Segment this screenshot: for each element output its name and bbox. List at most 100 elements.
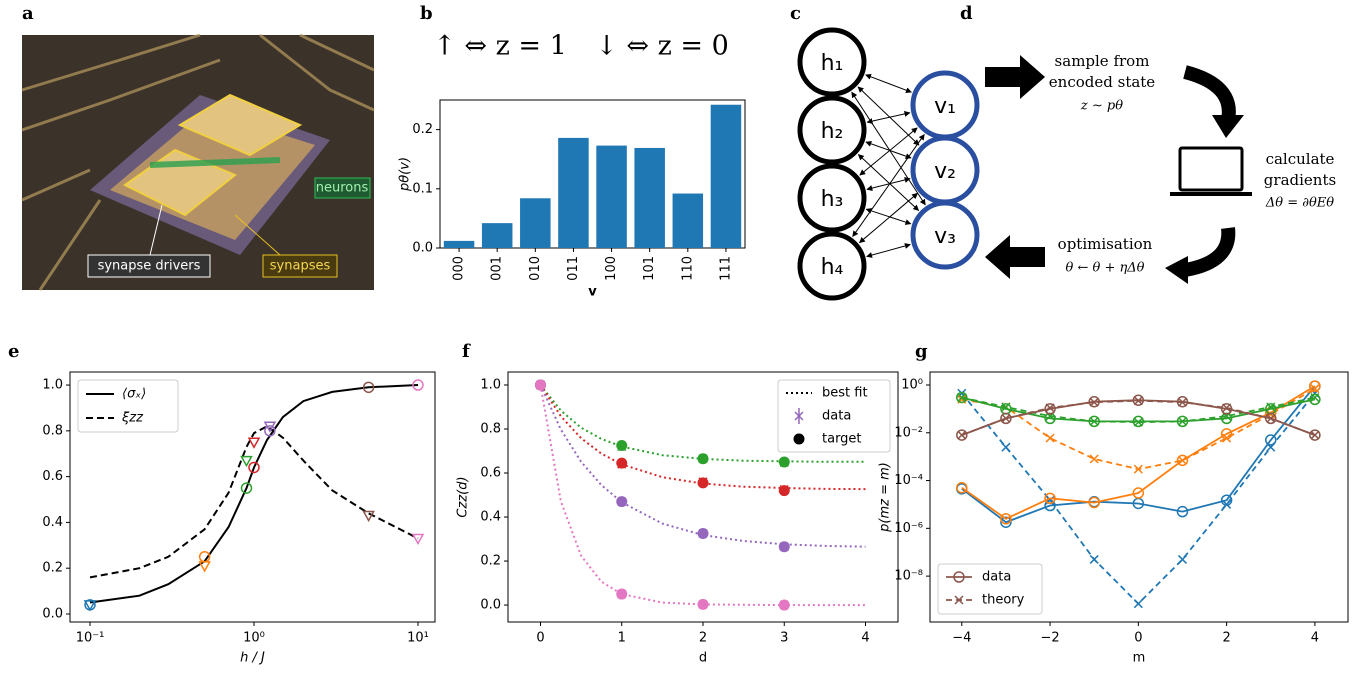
data-marker [1088,496,1100,509]
connection [866,243,911,258]
x-tick-label: 001 [490,256,505,281]
panel-label: f [462,341,471,362]
hidden-node [797,95,867,165]
theory-marker [1266,442,1276,452]
data-marker [779,600,789,610]
legend-swatch [953,571,965,583]
y-tick-label: 0.2 [480,554,501,569]
y-tick-label: 10⁰ [901,377,923,392]
data-marker [779,542,789,552]
data-marker [1132,415,1145,428]
circle-marker [240,482,253,494]
x-axis-label: m [1133,651,1146,666]
line [89,425,419,579]
legend-label: theory [982,593,1025,608]
connection [866,111,911,124]
data-marker [1000,513,1012,525]
data-marker [617,497,627,507]
data-marker [1309,429,1321,441]
legend-swatch [794,408,804,424]
annotation: ↑ ⇔ z = 1 [433,31,567,62]
data-marker [1176,415,1189,428]
step-formula: z ∼ pθ [1080,99,1123,114]
node-label: h₂ [821,119,844,144]
x-tick-label: 110 [680,256,695,281]
y-tick-label: 0.1 [412,181,433,196]
data-marker [698,529,708,539]
data-marker [617,589,627,599]
x-axis-label: h / J [240,651,265,666]
target-marker [778,485,790,497]
arrow [1212,115,1244,138]
y-tick-label: 0.4 [42,515,63,530]
x-tick-label: 3 [780,631,788,646]
y-tick-label: 0.0 [480,598,501,613]
annotation: ↓ ⇔ z = 0 [595,31,729,62]
triangle-marker [263,421,277,433]
y-tick-label: 0.0 [412,241,433,256]
target-marker [616,440,628,452]
legend-label: data [982,570,1011,585]
panel-label: b [420,3,433,24]
node-label: v₂ [934,159,956,184]
y-tick-label: 0.2 [412,122,433,137]
data-marker [1132,394,1145,406]
y-tick-label: 1.0 [480,377,501,392]
data-marker [1088,415,1100,428]
legend-swatch [793,433,805,445]
theory-marker [1310,392,1320,403]
y-tick-label: 10⁻² [894,425,923,440]
circle-marker [362,381,375,394]
panel-label: e [8,341,19,362]
connection [858,192,919,244]
data-marker [1265,412,1277,425]
y-tick-label: 10⁻⁴ [894,473,923,488]
arrow [1165,256,1188,284]
data-marker [698,599,708,609]
data-marker [1176,454,1189,467]
theory-marker [1222,403,1232,413]
step-text: optimisation [1058,235,1153,253]
data-marker [698,454,708,464]
node-label: h₁ [821,51,844,76]
connection [865,140,912,160]
data-marker [1044,403,1056,415]
laptop-icon [1178,146,1244,192]
axes-frame [929,371,1349,623]
y-tick-label: 10⁻⁸ [894,569,923,584]
data-marker [1309,380,1321,392]
theory-marker [1310,430,1320,440]
data-marker [956,391,968,404]
data-marker [1088,395,1100,408]
data-marker [1000,412,1012,425]
step-text: encoded state [1049,73,1156,91]
step-text: gradients [1264,171,1336,189]
arrow [1183,65,1236,122]
data-marker [779,484,789,495]
circle-marker [264,425,276,437]
training-loop: sample from encoded state z ∼ pθ calcula… [985,52,1336,284]
panel-label: c [790,3,801,24]
y-axis-label: pθ(v) [398,157,413,192]
connection [865,208,912,225]
theory-marker [1089,554,1099,564]
chip-photo: neurons synapse drivers synapses [21,33,375,291]
theory-marker [1266,402,1276,412]
theory-marker [1001,402,1011,412]
data-marker [779,457,789,467]
theory-marker [1001,442,1011,452]
theory-marker [1001,413,1011,423]
legend-label: ξzz [121,411,144,426]
photo-label: synapse drivers [98,259,201,274]
data-line [961,385,1316,520]
theory-marker [1089,416,1099,426]
x-axis-label: v [588,285,597,300]
node-label: v₃ [934,224,956,249]
y-tick-label: 0.8 [42,423,63,438]
y-tick-label: 10⁻⁶ [894,521,923,536]
data-marker [535,380,546,390]
legend-label: best fit [822,386,868,401]
theory-marker [1133,396,1143,406]
step-formula: θ ← θ + ηΔθ [1066,261,1145,276]
